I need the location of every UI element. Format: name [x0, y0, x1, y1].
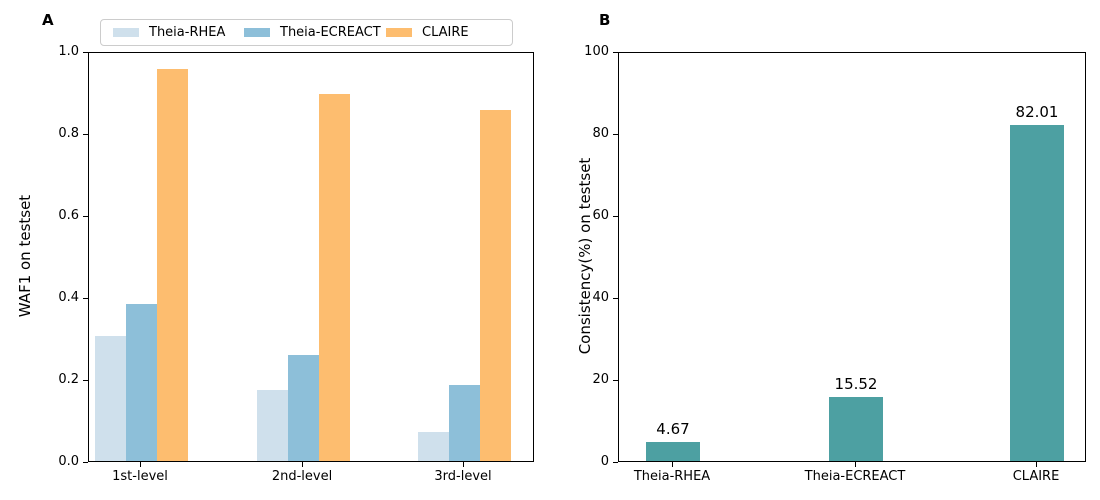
y-tick-mark	[83, 461, 88, 463]
x-tick-label: 3rd-level	[434, 469, 492, 484]
bar-theia-ecreact	[829, 397, 883, 461]
bar-claire	[156, 69, 188, 461]
legend-swatch-icon	[113, 28, 139, 37]
bar-theia-rhea	[646, 441, 700, 461]
y-tick-label: 20	[592, 372, 609, 387]
y-tick-label: 0.2	[58, 372, 79, 387]
bar-value-label: 82.01	[1015, 102, 1059, 121]
x-tick-mark	[301, 462, 303, 467]
y-tick-mark	[613, 297, 618, 299]
panel-a-plot-area	[88, 52, 534, 462]
panel-b-letter: B	[599, 11, 611, 29]
x-tick-label: CLAIRE	[1012, 469, 1060, 484]
x-tick-label: Theia-ECREACT	[804, 469, 906, 484]
y-tick-label: 40	[592, 290, 609, 305]
x-tick-mark	[671, 462, 673, 467]
y-tick-label: 100	[584, 44, 609, 59]
legend-label: Theia-RHEA	[149, 25, 226, 40]
y-tick-mark	[613, 51, 618, 53]
y-tick-mark	[83, 297, 88, 299]
bar-theia-ecreact	[125, 303, 157, 461]
panel-b-y-axis-label: Consistency(%) on testset	[576, 157, 594, 355]
y-tick-mark	[83, 51, 88, 53]
y-tick-label: 0.0	[58, 454, 79, 469]
bar-value-label: 15.52	[834, 375, 878, 394]
bar-theia-rhea	[94, 335, 126, 461]
y-tick-label: 60	[592, 208, 609, 223]
y-tick-label: 1.0	[58, 44, 79, 59]
y-tick-label: 0.4	[58, 290, 79, 305]
legend-label: CLAIRE	[422, 25, 469, 40]
x-tick-label: 1st-level	[112, 469, 168, 484]
y-tick-mark	[613, 133, 618, 135]
y-tick-mark	[613, 379, 618, 381]
x-tick-mark	[462, 462, 464, 467]
bar-claire	[479, 110, 511, 461]
y-tick-label: 0.8	[58, 126, 79, 141]
bar-theia-rhea	[417, 431, 449, 461]
panel-a-letter: A	[42, 11, 54, 29]
y-tick-label: 0.6	[58, 208, 79, 223]
bar-value-label: 4.67	[656, 419, 690, 438]
x-tick-mark	[1035, 462, 1037, 467]
legend-swatch-icon	[386, 28, 412, 37]
y-tick-label: 0	[600, 454, 609, 469]
x-tick-mark	[854, 462, 856, 467]
bar-claire	[1010, 124, 1064, 461]
bar-theia-ecreact	[287, 355, 319, 461]
legend-item-theia-rhea: Theia-RHEA	[113, 20, 225, 45]
x-tick-label: 2nd-level	[271, 469, 333, 484]
legend-item-theia-ecreact: Theia-ECREACT	[244, 20, 381, 45]
y-tick-mark	[83, 215, 88, 217]
legend-swatch-icon	[244, 28, 270, 37]
x-tick-label: Theia-RHEA	[633, 469, 711, 484]
bar-theia-ecreact	[448, 384, 480, 461]
panel-a-y-axis-label: WAF1 on testset	[16, 194, 34, 318]
legend: Theia-RHEA Theia-ECREACT CLAIRE	[100, 19, 513, 46]
y-tick-mark	[613, 461, 618, 463]
y-tick-mark	[613, 215, 618, 217]
panel-b-plot-area: 4.67 15.52 82.01	[618, 52, 1086, 462]
bar-theia-rhea	[256, 390, 288, 461]
legend-label: Theia-ECREACT	[280, 25, 381, 40]
y-tick-mark	[83, 379, 88, 381]
legend-item-claire: CLAIRE	[386, 20, 469, 45]
x-tick-mark	[139, 462, 141, 467]
y-tick-label: 80	[592, 126, 609, 141]
bar-claire	[318, 94, 350, 461]
y-tick-mark	[83, 133, 88, 135]
